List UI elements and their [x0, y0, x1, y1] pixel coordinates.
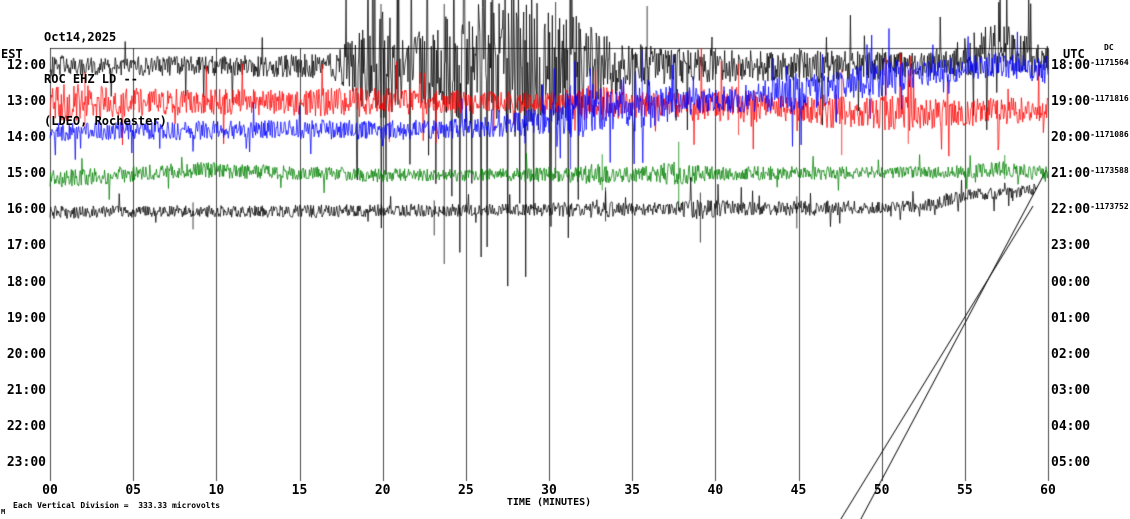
- right-axis-tick: 03:00: [1051, 383, 1090, 398]
- left-axis-tick: 18:00: [6, 274, 46, 290]
- left-axis-tick: 16:00: [6, 202, 46, 218]
- right-axis-tick: 01:00: [1051, 311, 1090, 326]
- right-axis-tick: 19:00-1171816: [1051, 94, 1129, 109]
- right-axis-tick: 02:00: [1051, 347, 1090, 362]
- dc-offset-value: -1171564: [1090, 58, 1129, 68]
- header-date: Oct14,2025: [44, 30, 117, 44]
- utc-time-label: 21:00: [1051, 166, 1091, 182]
- right-axis-tick: 23:00: [1051, 238, 1090, 253]
- header-block: Oct14,2025 ROC EHZ LD -- (LDEO, Rocheste…: [44, 2, 167, 156]
- right-axis-tick: 04:00: [1051, 419, 1090, 434]
- right-axis-title: UTC: [1063, 47, 1085, 61]
- dc-column-header: DC: [1104, 43, 1114, 52]
- header-station-location: (LDEO, Rochester): [44, 114, 167, 128]
- left-axis-tick: 15:00: [6, 166, 46, 182]
- utc-time-label: 23:00: [1051, 238, 1091, 254]
- right-axis-tick: 22:00-1173752: [1051, 202, 1129, 217]
- utc-time-label: 20:00: [1051, 130, 1091, 146]
- left-axis-tick: 13:00: [6, 94, 46, 110]
- utc-time-label: 03:00: [1051, 382, 1091, 398]
- left-axis-tick: 20:00: [6, 346, 46, 362]
- right-axis-tick: 00:00: [1051, 275, 1090, 290]
- utc-time-label: 19:00: [1051, 94, 1091, 110]
- dc-offset-value: -1173588: [1090, 166, 1129, 176]
- right-axis-tick: 18:00-1171564: [1051, 58, 1129, 73]
- left-axis-tick: 22:00: [6, 418, 46, 434]
- scale-note: Each Vertical Division = 333.33 microvol…: [13, 501, 221, 510]
- header-station-code: ROC EHZ LD --: [44, 72, 138, 86]
- x-axis-tick: 60: [1040, 483, 1056, 498]
- x-axis-tick: 50: [873, 483, 890, 498]
- x-axis-label: TIME (MINUTES): [506, 497, 592, 508]
- corner-mark: M: [1, 508, 6, 516]
- x-axis-tick: 30: [541, 483, 557, 498]
- x-axis-tick: 35: [624, 483, 640, 498]
- left-axis-tick: 14:00: [6, 130, 46, 146]
- utc-time-label: 18:00: [1051, 58, 1091, 74]
- left-axis-tick: 12:00: [6, 58, 46, 74]
- utc-time-label: 02:00: [1051, 346, 1091, 362]
- x-axis-tick: 55: [957, 483, 973, 498]
- utc-time-label: 04:00: [1051, 418, 1091, 434]
- dc-offset-value: -1171816: [1090, 94, 1129, 104]
- right-axis-tick: 20:00-1171086: [1051, 130, 1129, 145]
- x-axis-tick: 10: [208, 483, 225, 498]
- dc-offset-value: -1171086: [1090, 130, 1129, 140]
- utc-time-label: 05:00: [1051, 454, 1091, 470]
- left-axis-title: EST: [1, 47, 23, 61]
- utc-time-label: 22:00: [1051, 202, 1091, 218]
- left-axis-tick: 17:00: [6, 238, 46, 254]
- utc-time-label: 00:00: [1051, 274, 1091, 290]
- dc-offset-value: -1173752: [1090, 202, 1129, 212]
- x-axis-tick: 45: [790, 483, 807, 498]
- x-axis-tick: 00: [42, 483, 58, 498]
- right-axis-tick: 05:00: [1051, 455, 1090, 470]
- x-axis-tick: 05: [125, 483, 141, 498]
- right-axis-tick: 21:00-1173588: [1051, 166, 1129, 181]
- x-axis-tick: 15: [291, 483, 308, 498]
- x-axis-tick: 25: [458, 483, 474, 498]
- left-axis-tick: 19:00: [6, 310, 46, 326]
- x-axis-tick: 40: [707, 483, 724, 498]
- left-axis-tick: 21:00: [6, 382, 46, 398]
- x-axis-tick: 20: [374, 483, 391, 498]
- utc-time-label: 01:00: [1051, 310, 1091, 326]
- left-axis-tick: 23:00: [6, 454, 46, 470]
